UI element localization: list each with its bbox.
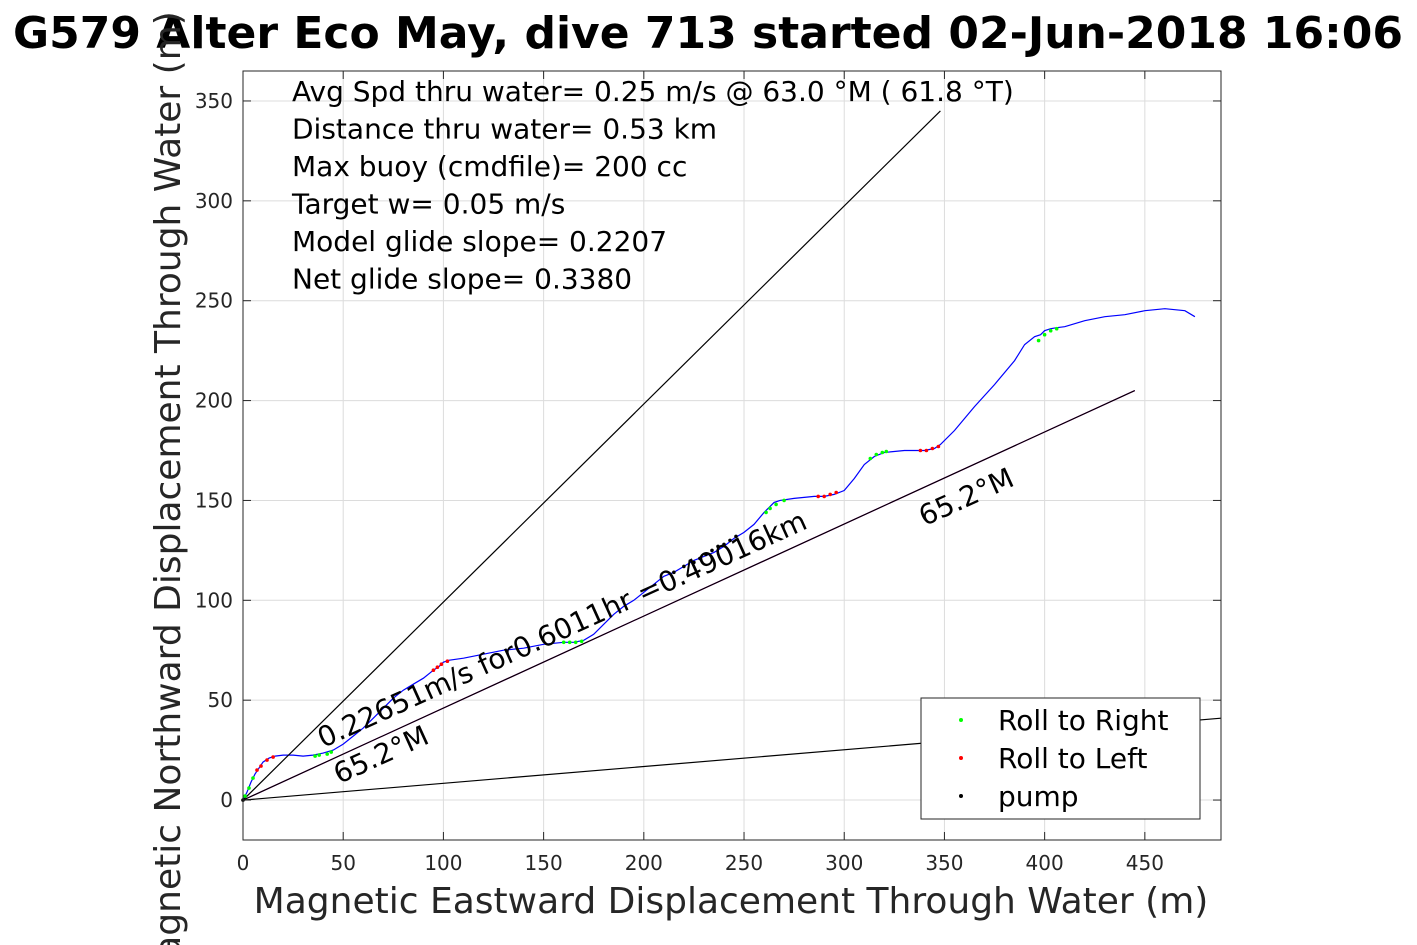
plot-area: 0.22651m/s for0.6011hr =0.49016km65.2°M6…	[195, 70, 1222, 875]
marker-pump	[734, 534, 738, 539]
axes-frame	[242, 70, 1222, 841]
marker-roll-to-right	[874, 452, 879, 457]
x-tick-label: 250	[725, 851, 763, 875]
marker-roll-to-left	[834, 490, 838, 495]
chart-title: G579 Alter Eco May, dive 713 started 02-…	[13, 8, 1403, 59]
marker-roll-to-right	[573, 640, 578, 645]
marker-roll-to-right	[567, 640, 572, 645]
x-tick-label: 300	[825, 851, 863, 875]
x-tick-label: 0	[237, 851, 250, 875]
marker-roll-to-left	[265, 758, 269, 762]
info-line: Net glide slope= 0.3380	[292, 263, 632, 296]
legend-label: Roll to Right	[998, 704, 1169, 737]
marker-roll-to-left	[828, 492, 832, 497]
marker-roll-to-right	[768, 506, 772, 511]
x-tick-label: 450	[1126, 851, 1164, 875]
marker-roll-to-left	[259, 764, 263, 768]
marker-roll-to-right	[868, 456, 873, 461]
marker-roll-to-left	[816, 494, 820, 499]
x-tick-label: 350	[925, 851, 963, 875]
info-line: Model glide slope= 0.2207	[292, 225, 667, 258]
marker-roll-to-right	[782, 498, 786, 503]
info-line: Target w= 0.05 m/s	[291, 188, 565, 221]
marker-roll-to-right	[313, 754, 317, 758]
marker-roll-to-left	[936, 444, 941, 449]
legend-marker	[959, 718, 963, 722]
y-tick-label: 350	[195, 89, 233, 113]
marker-pump	[728, 538, 732, 543]
x-tick-label: 200	[625, 851, 663, 875]
marker-roll-to-right	[329, 750, 334, 754]
marker-roll-to-left	[255, 768, 259, 772]
info-text-block: Avg Spd thru water= 0.25 m/s @ 63.0 °M (…	[291, 75, 1014, 296]
marker-pump	[698, 556, 702, 561]
marker-roll-to-right	[561, 640, 566, 645]
marker-roll-to-right	[243, 794, 247, 798]
marker-roll-to-right	[325, 752, 330, 756]
x-axis-label: Magnetic Eastward Displacement Through W…	[254, 881, 1209, 922]
legend-label: pump	[998, 780, 1079, 813]
reference-line	[243, 390, 1136, 801]
marker-pump	[682, 564, 686, 569]
marker-pump	[710, 548, 714, 553]
marker-roll-to-right	[1042, 332, 1047, 337]
marker-roll-to-right	[1036, 338, 1041, 343]
marker-roll-to-right	[774, 502, 778, 507]
y-tick-label: 300	[195, 189, 233, 213]
marker-roll-to-right	[579, 639, 584, 644]
marker-roll-to-left	[918, 448, 923, 453]
marker-roll-to-left	[445, 659, 450, 663]
info-line: Avg Spd thru water= 0.25 m/s @ 63.0 °M (…	[292, 75, 1014, 108]
marker-roll-to-left	[271, 755, 275, 759]
marker-roll-to-right	[1048, 328, 1053, 333]
marker-pump	[672, 570, 676, 575]
marker-roll-to-left	[435, 665, 440, 669]
x-tick-label: 100	[424, 851, 462, 875]
y-tick-label: 200	[195, 389, 233, 413]
legend: Roll to Right Roll to Left pump	[920, 697, 1201, 820]
marker-roll-to-right	[317, 753, 322, 757]
y-axis-label: Magnetic Northward Displacement Through …	[148, 11, 189, 945]
marker-pump	[722, 542, 726, 547]
y-tick-label: 100	[195, 588, 233, 612]
marker-roll-to-left	[930, 446, 935, 451]
marker-roll-to-right	[880, 450, 885, 455]
x-tick-label: 50	[330, 851, 355, 875]
legend-marker	[959, 794, 963, 798]
x-tick-label: 400	[1026, 851, 1064, 875]
marker-pump	[704, 552, 708, 557]
legend-marker	[959, 756, 963, 760]
marker-roll-to-right	[884, 449, 889, 454]
y-tick-label: 0	[220, 788, 233, 812]
marker-roll-to-left	[431, 668, 436, 672]
marker-pump	[716, 544, 720, 549]
marker-roll-to-left	[924, 448, 929, 453]
info-line: Max buoy (cmdfile)= 200 cc	[292, 150, 687, 183]
marker-roll-to-right	[764, 510, 768, 515]
marker-roll-to-right	[251, 776, 255, 780]
x-tick-label: 150	[525, 851, 563, 875]
marker-roll-to-right	[247, 786, 251, 790]
glider-track-line	[243, 308, 1196, 801]
y-tick-label: 50	[208, 688, 233, 712]
y-tick-label: 150	[195, 488, 233, 512]
marker-pump	[692, 560, 696, 565]
legend-box	[920, 697, 1201, 820]
marker-roll-to-left	[439, 662, 444, 666]
marker-roll-to-right	[1054, 326, 1059, 331]
marker-roll-to-left	[822, 494, 826, 499]
legend-label: Roll to Left	[998, 742, 1147, 775]
y-tick-label: 250	[195, 289, 233, 313]
reference-line	[243, 110, 941, 801]
info-line: Distance thru water= 0.53 km	[292, 113, 717, 146]
tick-layer: 0 50 100 150 200 250 300 350 400 450 0 50 100 150 200 2…	[195, 71, 1221, 875]
